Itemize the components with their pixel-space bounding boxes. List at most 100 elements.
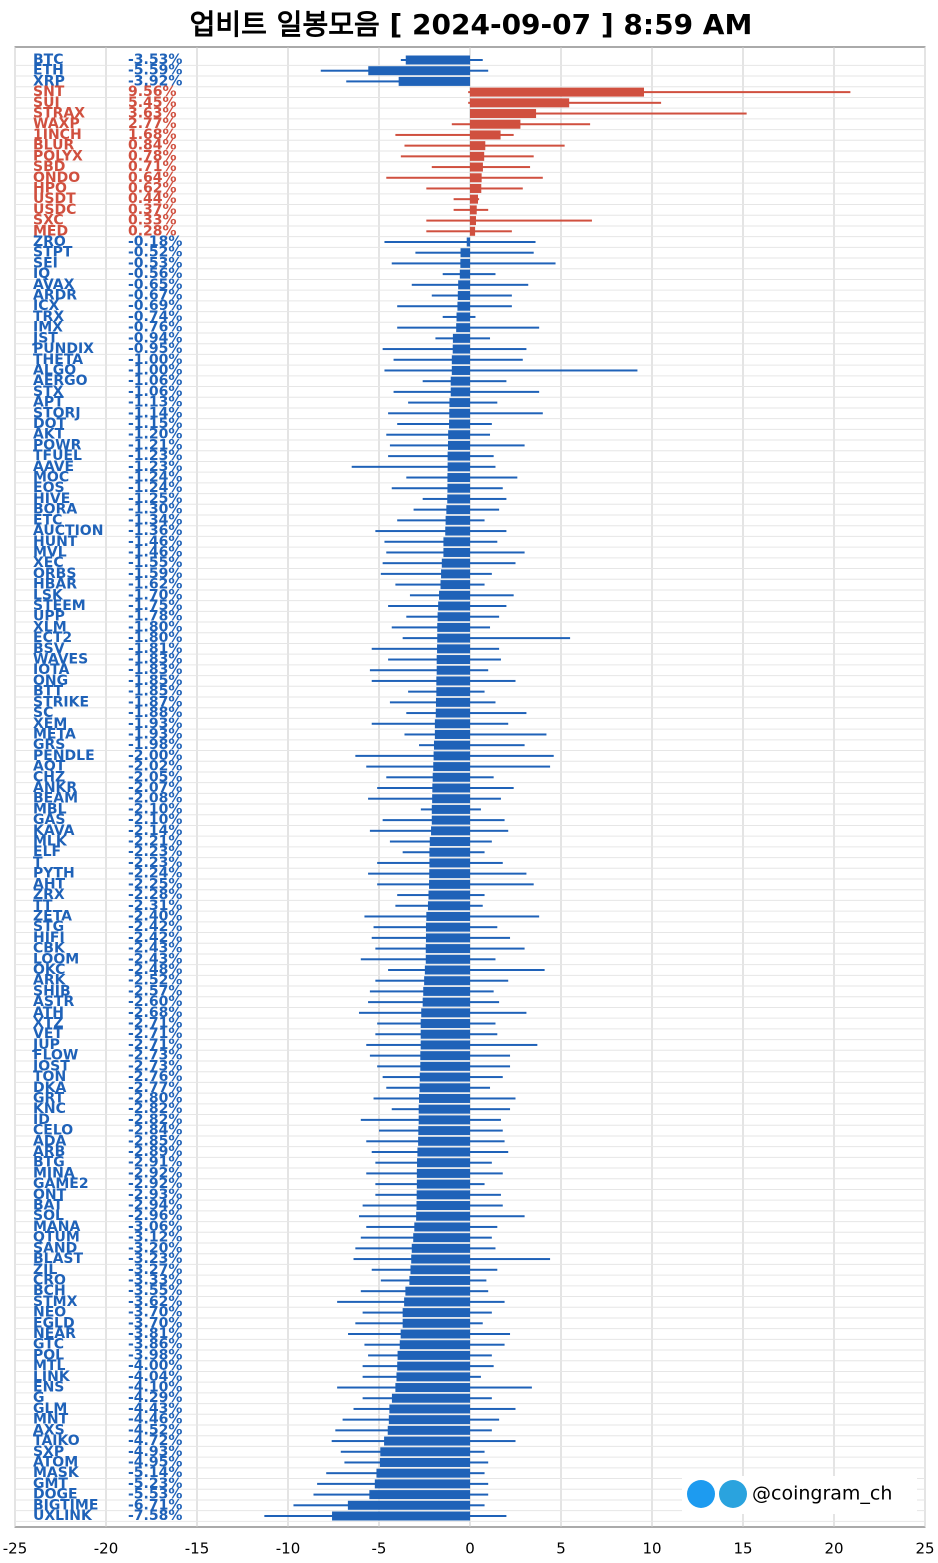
bar xyxy=(429,879,470,889)
category-label: ENS xyxy=(33,1380,64,1396)
value-label: -1.88% xyxy=(128,705,182,721)
bar xyxy=(411,1254,470,1264)
value-label: -2.96% xyxy=(128,1208,182,1224)
category-label: BTC xyxy=(33,52,64,68)
category-label: ELF xyxy=(33,844,61,860)
value-label: -2.82% xyxy=(128,1101,182,1117)
category-label: BCH xyxy=(33,1283,66,1299)
value-label: -2.91% xyxy=(128,1155,182,1171)
bar xyxy=(425,954,470,964)
category-label: APT xyxy=(33,395,64,411)
range-line xyxy=(397,423,492,425)
category-label: ARDR xyxy=(33,288,77,304)
value-label: 5.45% xyxy=(128,95,177,111)
category-label: SNT xyxy=(33,84,65,100)
category-label: GMT xyxy=(33,1476,68,1492)
value-label: 0.84% xyxy=(128,138,177,154)
bar xyxy=(416,1190,470,1200)
value-label: -5.23% xyxy=(128,1476,182,1492)
value-label: -3.06% xyxy=(128,1219,182,1235)
category-label: XTZ xyxy=(33,1016,64,1032)
bar xyxy=(420,1061,470,1071)
value-label: -2.07% xyxy=(128,780,182,796)
value-label: -2.71% xyxy=(128,1026,182,1042)
value-label: -2.82% xyxy=(128,1112,182,1128)
category-label: TT xyxy=(33,898,53,914)
value-label: -1.80% xyxy=(128,630,182,646)
bar xyxy=(451,365,470,375)
value-label: -1.21% xyxy=(128,437,182,453)
category-label: EOS xyxy=(33,480,65,496)
bar xyxy=(433,762,470,772)
range-line xyxy=(369,669,489,672)
value-label: -2.05% xyxy=(128,769,182,785)
bar xyxy=(470,109,537,119)
category-label: USDT xyxy=(33,191,76,207)
bar xyxy=(435,697,470,707)
bar xyxy=(459,269,470,279)
bar xyxy=(437,622,470,632)
value-label: -2.23% xyxy=(128,844,182,860)
range-line xyxy=(391,487,503,490)
value-label: -1.83% xyxy=(128,652,182,668)
category-label: STEEM xyxy=(33,598,86,614)
range-line xyxy=(384,369,638,372)
value-label: 0.33% xyxy=(128,213,177,229)
bar xyxy=(437,612,470,622)
value-label: -1.15% xyxy=(128,416,182,432)
value-label: -2.94% xyxy=(128,1198,182,1214)
bar xyxy=(421,1008,470,1018)
bar xyxy=(445,526,470,536)
category-label: ATOM xyxy=(33,1454,78,1470)
category-label: LSK xyxy=(33,587,64,603)
value-label: -2.42% xyxy=(128,930,182,946)
category-label: SHIB xyxy=(33,983,71,999)
bar xyxy=(388,1415,470,1425)
category-label: NEAR xyxy=(33,1326,76,1342)
category-label: HPO xyxy=(33,180,67,196)
bar xyxy=(431,815,470,825)
category-label: STORJ xyxy=(33,405,81,421)
bar xyxy=(432,794,470,804)
category-label: ETH xyxy=(33,63,64,79)
value-label: -2.77% xyxy=(128,1080,182,1096)
value-label: -1.23% xyxy=(128,459,182,475)
value-label: -2.21% xyxy=(128,834,182,850)
value-label: 0.62% xyxy=(128,180,177,196)
category-label: XEC xyxy=(33,555,64,571)
range-line xyxy=(402,637,571,640)
value-label: -4.52% xyxy=(128,1422,182,1438)
value-label: -1.46% xyxy=(128,534,182,550)
value-label: -2.48% xyxy=(128,962,182,978)
category-label: MLK xyxy=(33,834,68,850)
category-label: OKC xyxy=(33,962,65,978)
bar xyxy=(470,98,570,108)
bar xyxy=(443,547,470,557)
range-line xyxy=(388,455,494,458)
bar xyxy=(416,1211,470,1221)
value-label: 3.63% xyxy=(128,106,177,122)
category-label: HBAR xyxy=(33,577,77,593)
category-label: BLUR xyxy=(33,138,74,154)
value-label: 0.78% xyxy=(128,148,177,164)
value-label: -2.14% xyxy=(128,823,182,839)
value-label: 0.44% xyxy=(128,191,177,207)
category-label: AERGO xyxy=(33,373,88,389)
value-label: -3.70% xyxy=(128,1315,182,1331)
value-label: -3.53% xyxy=(128,52,182,68)
value-label: -2.57% xyxy=(128,983,182,999)
value-label: -0.56% xyxy=(128,266,182,282)
value-label: -1.23% xyxy=(128,448,182,464)
category-label: WAXP xyxy=(33,116,80,132)
value-label: 0.37% xyxy=(128,202,177,218)
category-label: PENDLE xyxy=(33,748,95,764)
bar xyxy=(397,1361,470,1371)
value-label: -2.92% xyxy=(128,1176,182,1192)
category-label: AUCTION xyxy=(33,523,103,539)
range-line xyxy=(419,744,525,747)
x-tick-label: -5 xyxy=(372,1540,387,1558)
category-label: ARB xyxy=(33,1144,65,1160)
range-line xyxy=(404,733,547,736)
bar xyxy=(411,1243,470,1253)
value-label: -3.23% xyxy=(128,1251,182,1267)
